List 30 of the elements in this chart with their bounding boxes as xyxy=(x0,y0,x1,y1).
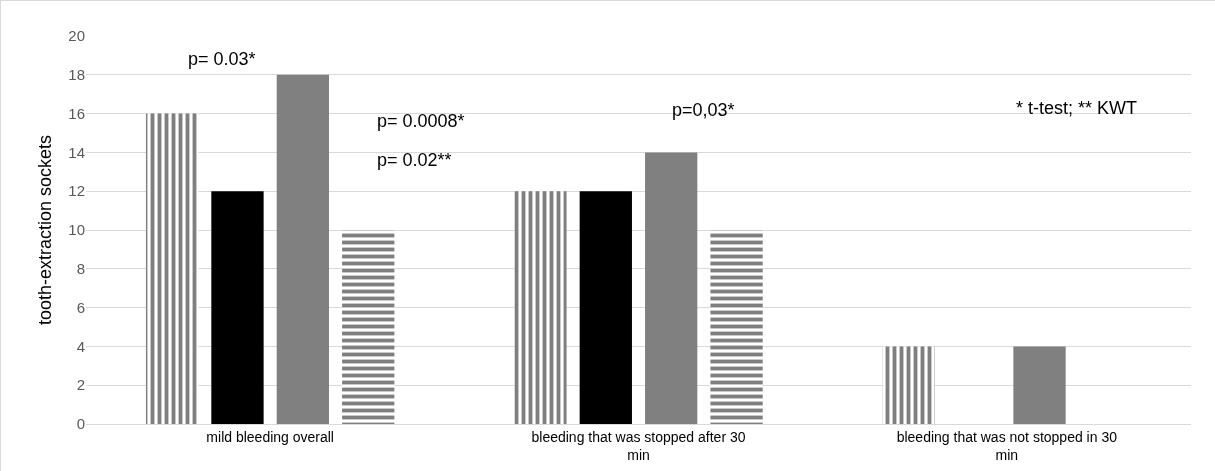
y-tick-label: 6 xyxy=(76,298,85,316)
y-tick-label: 0 xyxy=(76,415,85,433)
annotation: p=0,03* xyxy=(672,100,735,120)
y-tick-label: 10 xyxy=(68,221,85,239)
bar xyxy=(645,152,698,424)
annotation: p= 0.0008* xyxy=(377,111,465,131)
y-tick-label: 2 xyxy=(76,376,85,394)
x-tick-label: mild bleeding overall xyxy=(206,428,334,445)
y-axis-title: tooth-extraction sockets xyxy=(34,134,55,326)
bar xyxy=(211,191,264,424)
x-tick-label: bleeding that was not stopped in 30 min xyxy=(896,428,1118,463)
y-tick-label: 12 xyxy=(68,182,85,200)
bar xyxy=(579,191,632,424)
y-tick-label: 18 xyxy=(68,66,85,84)
bar xyxy=(145,113,199,424)
y-tick-label: 8 xyxy=(76,260,85,278)
bar xyxy=(342,230,395,424)
y-tick-label: 20 xyxy=(68,27,85,45)
x-tick-label: bleeding that was stopped after 30 min xyxy=(531,428,746,463)
annotation: p= 0.03* xyxy=(188,49,256,69)
bar xyxy=(710,230,763,424)
y-tick-label: 14 xyxy=(68,143,85,161)
bar xyxy=(276,74,330,424)
y-tick-label: 16 xyxy=(68,104,85,122)
bar xyxy=(514,191,567,424)
annotation: p= 0.02** xyxy=(377,150,452,170)
y-tick-label: 4 xyxy=(76,337,85,355)
bar xyxy=(1013,346,1066,424)
annotation: * t-test; ** KWT xyxy=(1016,98,1138,118)
bar xyxy=(882,346,935,424)
